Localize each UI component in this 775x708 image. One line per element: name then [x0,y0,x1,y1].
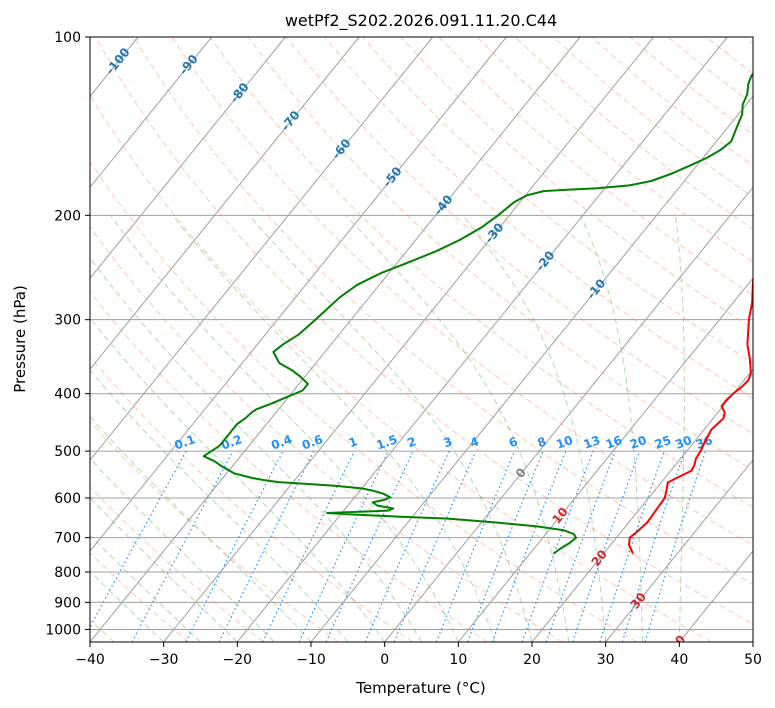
y-tick-label: 800 [54,565,81,581]
mixing-ratio-label: 20 [628,433,648,452]
isotherm-line [90,37,507,552]
dry-adiabat-line [438,37,753,296]
mixing-ratio-label: 0.6 [300,432,325,452]
isotherm-line [310,95,753,642]
isotherm-line [605,459,753,642]
y-tick-label: 900 [54,595,81,611]
dry-adiabat-line [400,37,753,330]
mixing-ratio-line [262,450,355,642]
moist-adiabat-line [90,415,312,642]
y-axis-label: Pressure (hPa) [11,285,29,393]
dry-adiabat-line [247,37,753,471]
mixing-ratio-label: 0.4 [269,432,294,452]
mixing-ratio-line [298,450,389,642]
plot-frame [89,36,754,643]
dry-adiabat-line [90,226,563,642]
dry-adiabat-line [209,37,753,508]
moist-adiabat-line [345,214,570,642]
mixing-ratio-line [466,450,544,642]
y-tick-label: 700 [54,531,81,547]
mixing-ratio-label: 0.1 [172,432,197,452]
mixing-ratio-line [621,450,686,642]
dry-adiabat-line [133,37,753,585]
y-tick-label: 400 [54,387,81,403]
temperature-profile [628,271,753,555]
isotherm-line [90,37,213,189]
y-tick-label: 500 [54,444,81,460]
x-tick-label: −30 [149,652,179,668]
dry-adiabat-line [90,94,712,642]
moist-adiabat-line [110,215,459,642]
mixing-ratio-label: 1.5 [374,432,399,452]
x-tick-label: 40 [670,652,688,668]
mixing-ratio-label: 13 [582,433,602,452]
isotherm-line [90,37,434,461]
skewed-isotherms [90,37,753,642]
gridlines [90,37,753,630]
moist-adiabats [90,214,685,642]
chart-title: wetPf2_S202.2026.091.11.20.C44 [285,11,557,31]
x-tick-label: 50 [744,652,762,668]
dry-adiabat-line [90,552,190,642]
isotherm-line [531,368,753,642]
y-tick-label: 1000 [45,622,81,638]
dry-adiabat-line [90,160,638,642]
y-tick-label: 300 [54,313,81,329]
x-tick-label: −20 [223,652,253,668]
mixing-ratio-label: 30 [673,433,693,452]
moist-adiabat-line [248,214,533,642]
isotherm-line [236,37,728,642]
isotherm-line [163,37,655,642]
isotherm-label: 40 [667,632,688,654]
dry-adiabat-line [95,37,753,625]
moist-adiabat-line [90,257,422,642]
x-axis: −40 −30 −20 −10 0 10 20 30 40 50 [75,642,762,668]
mixing-ratio-line [325,450,414,642]
x-tick-label: −10 [296,652,326,668]
isotherm-line [90,37,286,280]
isotherm-line [90,37,360,370]
plot-area: -100-90-80-70-60-50-40-30-20-10010203040… [90,37,753,654]
dry-adiabat-line [90,420,339,642]
y-tick-label: 200 [54,208,81,224]
moist-adiabat-line [90,369,349,642]
isotherm-line [90,37,581,642]
moist-adiabat-line [579,215,643,642]
sounding-series [202,72,753,555]
moist-adiabat-line [90,534,201,642]
x-tick-label: −40 [75,652,105,668]
mixing-ratio-label: 25 [653,433,673,452]
y-tick-label: 100 [54,30,81,46]
isotherm-line [384,186,753,642]
mixing-ratio-label: 10 [554,433,574,452]
moist-adiabat-line [90,570,165,642]
x-tick-label: 20 [523,652,541,668]
moist-adiabat-line [90,317,386,642]
y-axis: 100 200 300 400 500 600 700 800 900 1000 [45,30,90,638]
dewpoint-profile [202,72,753,555]
mixing-ratio-line [599,450,665,642]
moist-adiabat-line [90,497,238,642]
dry-adiabat-line [90,291,488,642]
x-tick-label: 0 [380,652,389,668]
mixing-ratio-label: 16 [604,433,624,452]
moist-adiabat-line [462,214,607,642]
mixing-ratio-line [491,450,567,642]
isotherm-line [457,277,753,642]
x-axis-label: Temperature (°C) [355,679,485,697]
moist-adiabat-line [172,214,496,642]
x-tick-label: 10 [449,652,467,668]
mixing-ratio-line [572,450,641,642]
x-tick-label: 30 [597,652,615,668]
y-tick-label: 600 [54,491,81,507]
moist-adiabat-line [674,215,685,642]
